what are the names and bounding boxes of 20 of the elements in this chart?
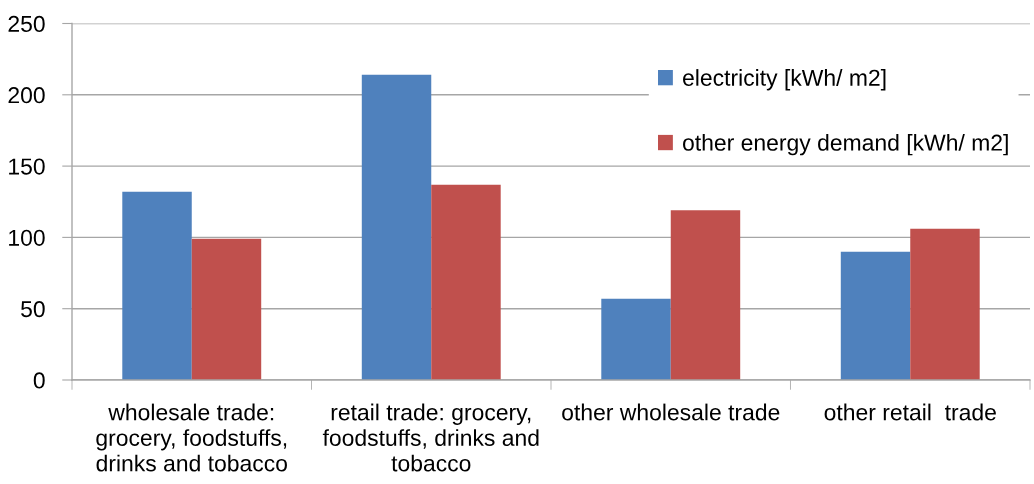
bar: [601, 298, 671, 380]
bar: [431, 184, 501, 380]
x-tick-label: wholesale trade: grocery, foodstuffs, drinks and tobacco: [96, 403, 287, 472]
bar: [670, 210, 741, 380]
bar: [840, 251, 911, 380]
y-tick-label: 0: [33, 372, 45, 389]
bar: [191, 238, 262, 380]
legend-label: electricity [kWh/ m2]: [683, 69, 886, 91]
bar: [910, 228, 980, 380]
x-tick-label: other retail trade: [824, 403, 996, 421]
bar: [122, 191, 192, 380]
x-tick-label: retail trade: grocery, foodstuffs, drinks and tobacco: [322, 403, 539, 472]
y-tick-label: 150: [9, 158, 45, 175]
bar: [361, 74, 432, 380]
y-tick-label: 50: [21, 301, 45, 318]
y-tick-label: 100: [9, 229, 45, 246]
y-tick-label: 200: [8, 87, 45, 104]
legend-label: other energy demand [kWh/ m2]: [683, 133, 1008, 156]
y-tick-label: 250: [8, 15, 45, 33]
x-tick-label: other wholesale trade: [562, 403, 780, 421]
